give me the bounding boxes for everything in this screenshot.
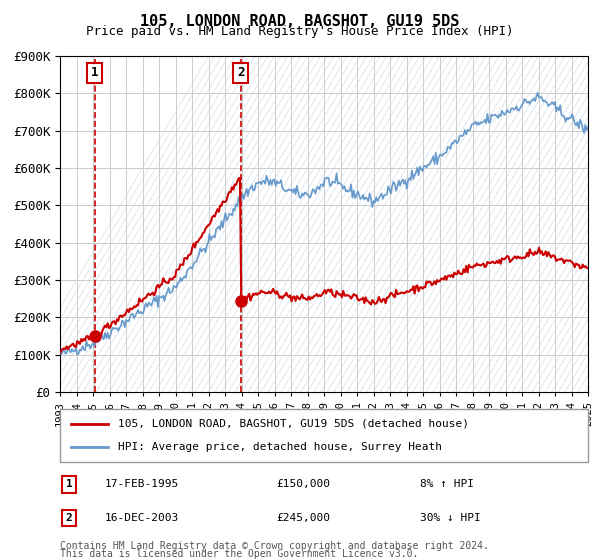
Text: 30% ↓ HPI: 30% ↓ HPI [420, 513, 481, 523]
Text: 8% ↑ HPI: 8% ↑ HPI [420, 479, 474, 489]
Text: 2: 2 [237, 66, 245, 80]
Text: 1: 1 [91, 66, 99, 80]
Text: Contains HM Land Registry data © Crown copyright and database right 2024.: Contains HM Land Registry data © Crown c… [60, 541, 489, 551]
Text: £245,000: £245,000 [276, 513, 330, 523]
Text: 2: 2 [65, 513, 73, 523]
Text: Price paid vs. HM Land Registry's House Price Index (HPI): Price paid vs. HM Land Registry's House … [86, 25, 514, 38]
Text: HPI: Average price, detached house, Surrey Heath: HPI: Average price, detached house, Surr… [118, 442, 442, 452]
Text: 105, LONDON ROAD, BAGSHOT, GU19 5DS (detached house): 105, LONDON ROAD, BAGSHOT, GU19 5DS (det… [118, 419, 469, 429]
FancyBboxPatch shape [60, 409, 588, 462]
Text: £150,000: £150,000 [276, 479, 330, 489]
Text: 17-FEB-1995: 17-FEB-1995 [105, 479, 179, 489]
Text: This data is licensed under the Open Government Licence v3.0.: This data is licensed under the Open Gov… [60, 549, 418, 559]
Text: 1: 1 [65, 479, 73, 489]
Text: 105, LONDON ROAD, BAGSHOT, GU19 5DS: 105, LONDON ROAD, BAGSHOT, GU19 5DS [140, 14, 460, 29]
Text: 16-DEC-2003: 16-DEC-2003 [105, 513, 179, 523]
